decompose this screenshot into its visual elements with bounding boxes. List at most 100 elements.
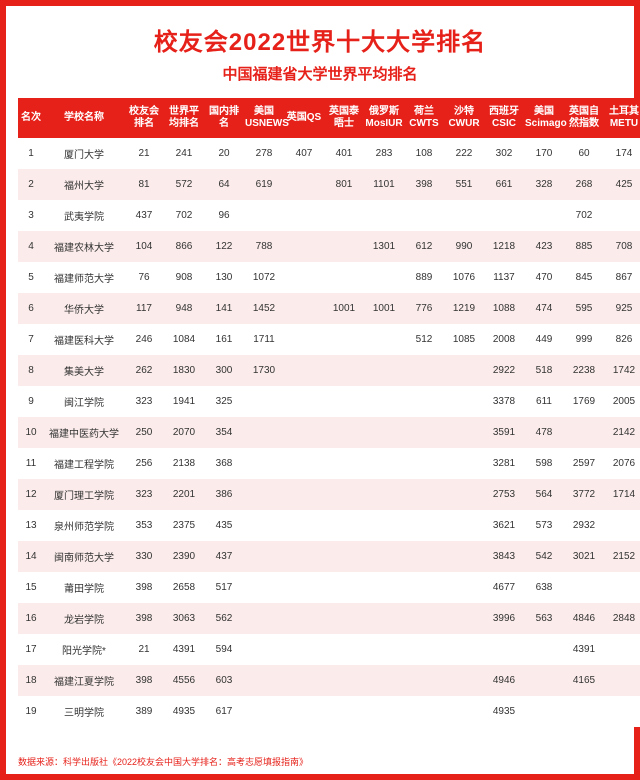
value-cell: 1001 [364, 293, 404, 324]
value-cell: 21 [124, 634, 164, 665]
value-cell: 518 [524, 355, 564, 386]
value-cell [284, 293, 324, 324]
value-cell [444, 634, 484, 665]
value-cell: 2922 [484, 355, 524, 386]
value-cell: 562 [204, 603, 244, 634]
value-cell [604, 696, 640, 727]
value-cell: 908 [164, 262, 204, 293]
school-name-cell: 福建工程学院 [44, 448, 124, 479]
value-cell: 122 [204, 231, 244, 262]
value-cell: 611 [524, 386, 564, 417]
value-cell: 2848 [604, 603, 640, 634]
value-cell [324, 541, 364, 572]
value-cell [444, 448, 484, 479]
value-cell: 76 [124, 262, 164, 293]
value-cell: 2238 [564, 355, 604, 386]
value-cell [364, 665, 404, 696]
value-cell: 2375 [164, 510, 204, 541]
value-cell: 990 [444, 231, 484, 262]
school-name-cell: 福建师范大学 [44, 262, 124, 293]
value-cell: 4946 [484, 665, 524, 696]
value-cell [444, 696, 484, 727]
value-cell [404, 665, 444, 696]
rank-cell: 7 [18, 324, 44, 355]
value-cell [404, 417, 444, 448]
value-cell [284, 386, 324, 417]
value-cell: 3996 [484, 603, 524, 634]
column-header: 校友会排名 [124, 98, 164, 138]
value-cell: 542 [524, 541, 564, 572]
school-name-cell: 武夷学院 [44, 200, 124, 231]
value-cell [324, 479, 364, 510]
value-cell: 612 [404, 231, 444, 262]
value-cell [364, 634, 404, 665]
value-cell: 470 [524, 262, 564, 293]
value-cell: 246 [124, 324, 164, 355]
value-cell: 256 [124, 448, 164, 479]
value-cell [324, 572, 364, 603]
value-cell: 1218 [484, 231, 524, 262]
value-cell [364, 200, 404, 231]
value-cell [524, 200, 564, 231]
value-cell: 325 [204, 386, 244, 417]
value-cell [444, 510, 484, 541]
value-cell [404, 634, 444, 665]
value-cell: 603 [204, 665, 244, 696]
table-row: 1厦门大学21241202784074012831082223021706017… [18, 138, 640, 169]
table-body: 1厦门大学21241202784074012831082223021706017… [18, 138, 640, 727]
rank-cell: 12 [18, 479, 44, 510]
value-cell [324, 665, 364, 696]
value-cell: 478 [524, 417, 564, 448]
column-header: 国内排名 [204, 98, 244, 138]
value-cell: 60 [564, 138, 604, 169]
school-name-cell: 福建医科大学 [44, 324, 124, 355]
value-cell: 512 [404, 324, 444, 355]
value-cell [404, 386, 444, 417]
value-cell [364, 572, 404, 603]
value-cell [564, 696, 604, 727]
value-cell [444, 386, 484, 417]
rank-cell: 15 [18, 572, 44, 603]
value-cell [284, 541, 324, 572]
value-cell [324, 417, 364, 448]
table-row: 11福建工程学院2562138368328159825972076 [18, 448, 640, 479]
value-cell [564, 417, 604, 448]
value-cell: 435 [204, 510, 244, 541]
value-cell [524, 696, 564, 727]
value-cell: 2076 [604, 448, 640, 479]
value-cell: 598 [524, 448, 564, 479]
value-cell: 398 [404, 169, 444, 200]
value-cell: 3591 [484, 417, 524, 448]
value-cell: 423 [524, 231, 564, 262]
value-cell [564, 572, 604, 603]
value-cell: 999 [564, 324, 604, 355]
value-cell [244, 696, 284, 727]
value-cell [444, 479, 484, 510]
value-cell [284, 510, 324, 541]
value-cell [364, 541, 404, 572]
column-header: 美国Scimago [524, 98, 564, 138]
value-cell [404, 603, 444, 634]
rank-cell: 2 [18, 169, 44, 200]
value-cell [324, 355, 364, 386]
value-cell [284, 603, 324, 634]
value-cell: 595 [564, 293, 604, 324]
table-row: 7福建医科大学246108416117115121085200844999982… [18, 324, 640, 355]
column-header: 英国自然指数 [564, 98, 604, 138]
value-cell: 4677 [484, 572, 524, 603]
value-cell [324, 448, 364, 479]
value-cell [444, 603, 484, 634]
value-cell [324, 262, 364, 293]
value-cell: 925 [604, 293, 640, 324]
table-row: 5福建师范大学76908130107288910761137470845867 [18, 262, 640, 293]
column-header: 俄罗斯MosIUR [364, 98, 404, 138]
table-row: 10福建中医药大学250207035435914782142 [18, 417, 640, 448]
school-name-cell: 集美大学 [44, 355, 124, 386]
value-cell: 241 [164, 138, 204, 169]
table-row: 19三明学院38949356174935 [18, 696, 640, 727]
value-cell [324, 386, 364, 417]
value-cell: 268 [564, 169, 604, 200]
rank-cell: 16 [18, 603, 44, 634]
value-cell: 1301 [364, 231, 404, 262]
value-cell [404, 200, 444, 231]
